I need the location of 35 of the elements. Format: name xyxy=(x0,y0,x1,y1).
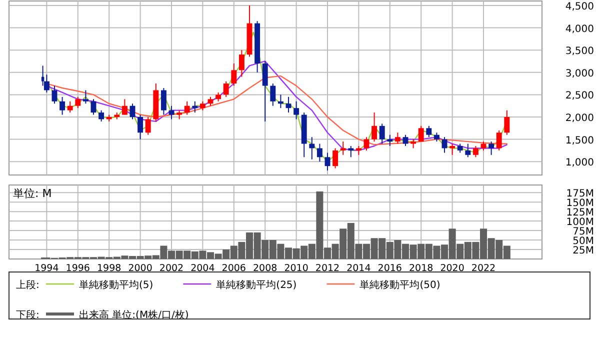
y-tick-label: 150M xyxy=(566,198,594,210)
x-tick-label: 1998 xyxy=(97,263,122,274)
x-tick-label: 1994 xyxy=(34,263,59,274)
y-tick-label: 1,000 xyxy=(565,158,594,169)
x-tick-label: 2022 xyxy=(471,263,496,274)
x-tick-label: 2010 xyxy=(284,263,308,274)
y-tick-label: 100M xyxy=(566,217,594,228)
x-tick-label: 2016 xyxy=(378,263,402,274)
legend-label: 単純移動平均(50) xyxy=(360,279,440,291)
x-tick-label: 2004 xyxy=(190,263,215,274)
y-tick-label: 75M xyxy=(572,226,594,238)
legend-title: 上段: xyxy=(16,279,40,291)
y-tick-label: 2,500 xyxy=(565,90,594,102)
x-tick-label: 1996 xyxy=(66,263,90,274)
x-tick-label: 2002 xyxy=(159,263,184,274)
y-tick-label: 25M xyxy=(572,246,594,257)
y-tick-label: 4,500 xyxy=(565,1,594,12)
x-tick-label: 2012 xyxy=(315,263,340,274)
y-tick-label: 2,000 xyxy=(565,113,594,124)
x-tick-label: 2006 xyxy=(222,263,246,274)
x-tick-label: 2018 xyxy=(409,263,434,274)
y-tick-label: 50M xyxy=(572,236,594,248)
legend-label: 単純移動平均(5) xyxy=(79,279,154,291)
y-tick-label: 4,000 xyxy=(565,24,594,35)
legend-label: 単純移動平均(25) xyxy=(216,279,297,291)
annotation: 単位: M xyxy=(13,187,52,200)
y-tick-label: 1,500 xyxy=(565,135,594,146)
y-tick-label: 3,500 xyxy=(565,46,594,58)
y-tick-label: 125M xyxy=(566,208,594,219)
y-tick-label: 3,000 xyxy=(565,68,594,80)
x-tick-label: 2020 xyxy=(440,263,464,274)
x-tick-label: 2014 xyxy=(346,263,371,274)
y-tick-label: 175M xyxy=(566,188,594,200)
x-tick-label: 2000 xyxy=(128,263,152,274)
x-tick-label: 2008 xyxy=(253,263,278,274)
